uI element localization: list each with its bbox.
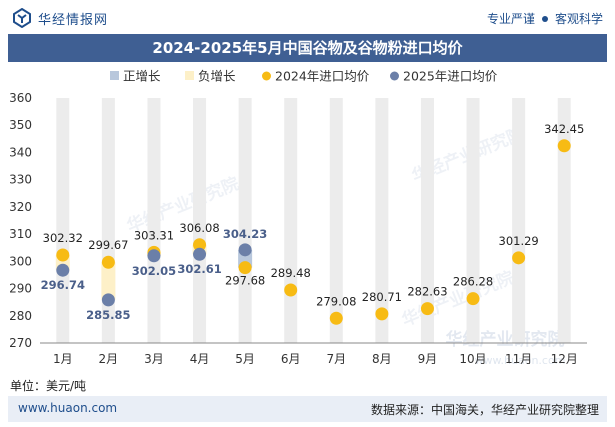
data-label-2024: 342.45 [544,122,584,136]
chart-title: 2024-2025年5月中国谷物及谷物粉进口均价 [8,34,607,62]
data-label-2024: 303.31 [134,228,174,242]
column-band [56,98,70,343]
y-tick-label: 290 [9,282,32,296]
data-label-2025: 302.61 [177,262,221,276]
legend-label: 2025年进口均价 [403,69,498,84]
y-tick-label: 280 [9,309,32,323]
point-2024 [56,248,70,262]
point-2024 [329,311,343,325]
column-band [557,98,571,343]
y-tick-label: 300 [9,254,32,268]
data-label-2024: 306.08 [179,221,219,235]
column-band [466,98,480,343]
unit-label: 单位：美元/吨 [10,379,87,393]
data-label-2024: 297.68 [225,274,265,288]
column-band [512,98,526,343]
x-tick-label: 11月 [505,352,532,366]
point-2024 [420,302,434,316]
point-2024 [284,283,298,297]
point-2024 [466,292,480,306]
point-2025 [101,293,115,307]
source-note: 数据来源：中国海关，华经产业研究院整理 [370,403,599,417]
brand[interactable]: 华经情报网 [12,8,108,28]
column-band [284,98,298,343]
x-tick-label: 4月 [190,352,210,366]
top-bar: 华经情报网 专业严谨 客观科学 [0,0,615,34]
x-tick-label: 9月 [418,352,438,366]
watermark-text: 华经产业研究院 [446,329,565,350]
slogan-right: 客观科学 [554,12,603,26]
point-2025 [147,249,161,263]
point-2024 [512,251,526,265]
y-tick-label: 270 [9,336,32,350]
data-label-2024: 289.48 [271,266,311,280]
x-tick-label: 3月 [144,352,164,366]
data-label-2025: 302.05 [132,264,176,278]
legend-swatch [262,71,271,81]
x-tick-label: 10月 [459,352,486,366]
data-label-2025: 285.85 [86,308,130,322]
slogan-dot [541,15,548,22]
point-2025 [56,263,70,277]
y-tick-label: 340 [9,145,32,159]
x-tick-label: 7月 [326,352,346,366]
column-band [238,98,252,343]
data-label-2024: 280.71 [362,290,402,304]
slogan: 专业严谨 客观科学 [487,10,603,27]
legend-swatch [110,71,119,80]
y-tick-label: 350 [9,118,32,132]
legend-swatch [185,71,194,80]
point-2025 [193,247,207,261]
x-tick-label: 6月 [281,352,301,366]
data-label-2024: 286.28 [453,275,493,289]
legend-label: 2024年进口均价 [275,69,370,84]
data-label-2025: 296.74 [41,278,85,292]
y-tick-label: 320 [9,200,32,214]
x-tick-label: 1月 [53,352,73,366]
point-2024 [375,307,389,321]
point-2024 [557,139,571,153]
column-band [420,98,434,343]
data-label-2024: 299.67 [88,238,128,252]
y-tick-label: 330 [9,173,32,187]
slogan-left: 专业严谨 [486,12,535,26]
point-2024 [101,255,115,269]
point-2025 [238,243,252,257]
data-label-2025: 304.23 [223,227,267,241]
data-label-2024: 282.63 [407,285,447,299]
y-tick-label: 310 [9,227,32,241]
change-bar [101,262,116,300]
point-2024 [193,238,207,252]
data-label-2024: 279.08 [316,294,356,308]
legend-label: 正增长 [123,69,161,84]
point-2024 [238,261,252,275]
x-tick-label: 12月 [551,352,578,366]
column-band [147,98,161,343]
x-tick-label: 2月 [99,352,119,366]
watermark-url: www.huaon.com [475,354,566,367]
y-tick-label: 360 [9,91,32,105]
footer-bar: www.huaon.com 数据来源：中国海关，华经产业研究院整理 [8,396,607,422]
x-tick-label: 5月 [235,352,255,366]
chart-area: 华经产业研究院华经产业研究院华经产业研究院华经产业研究院www.huaon.co… [9,69,587,367]
huajing-logo-icon [13,8,31,28]
data-label-2024: 301.29 [499,234,539,248]
data-label-2024: 302.32 [43,231,83,245]
x-tick-label: 8月 [372,352,392,366]
legend-swatch [390,71,399,81]
brand-name: 华经情报网 [38,12,109,28]
legend-label: 负增长 [198,69,236,84]
column-band [375,98,389,343]
column-band [193,98,207,343]
site-link[interactable]: www.huaon.com [18,401,118,415]
column-band [329,98,343,343]
